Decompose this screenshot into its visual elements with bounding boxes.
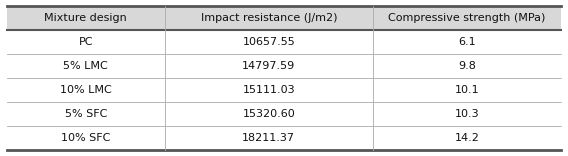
Text: 15111.03: 15111.03 xyxy=(243,85,295,95)
Text: 15320.60: 15320.60 xyxy=(243,109,295,119)
Text: 5% SFC: 5% SFC xyxy=(65,109,107,119)
Text: 9.8: 9.8 xyxy=(458,61,476,71)
Text: 10% SFC: 10% SFC xyxy=(61,133,111,143)
Text: 5% LMC: 5% LMC xyxy=(64,61,108,71)
Text: 18211.37: 18211.37 xyxy=(243,133,295,143)
Text: 10.3: 10.3 xyxy=(454,109,479,119)
Text: 10% LMC: 10% LMC xyxy=(60,85,112,95)
Text: 14.2: 14.2 xyxy=(454,133,479,143)
Text: 10.1: 10.1 xyxy=(454,85,479,95)
Text: 6.1: 6.1 xyxy=(458,37,476,47)
Text: 10657.55: 10657.55 xyxy=(243,37,295,47)
Text: Compressive strength (MPa): Compressive strength (MPa) xyxy=(389,13,546,23)
Text: Impact resistance (J/m2): Impact resistance (J/m2) xyxy=(201,13,337,23)
Text: PC: PC xyxy=(78,37,93,47)
Text: Mixture design: Mixture design xyxy=(44,13,127,23)
Text: 14797.59: 14797.59 xyxy=(242,61,295,71)
